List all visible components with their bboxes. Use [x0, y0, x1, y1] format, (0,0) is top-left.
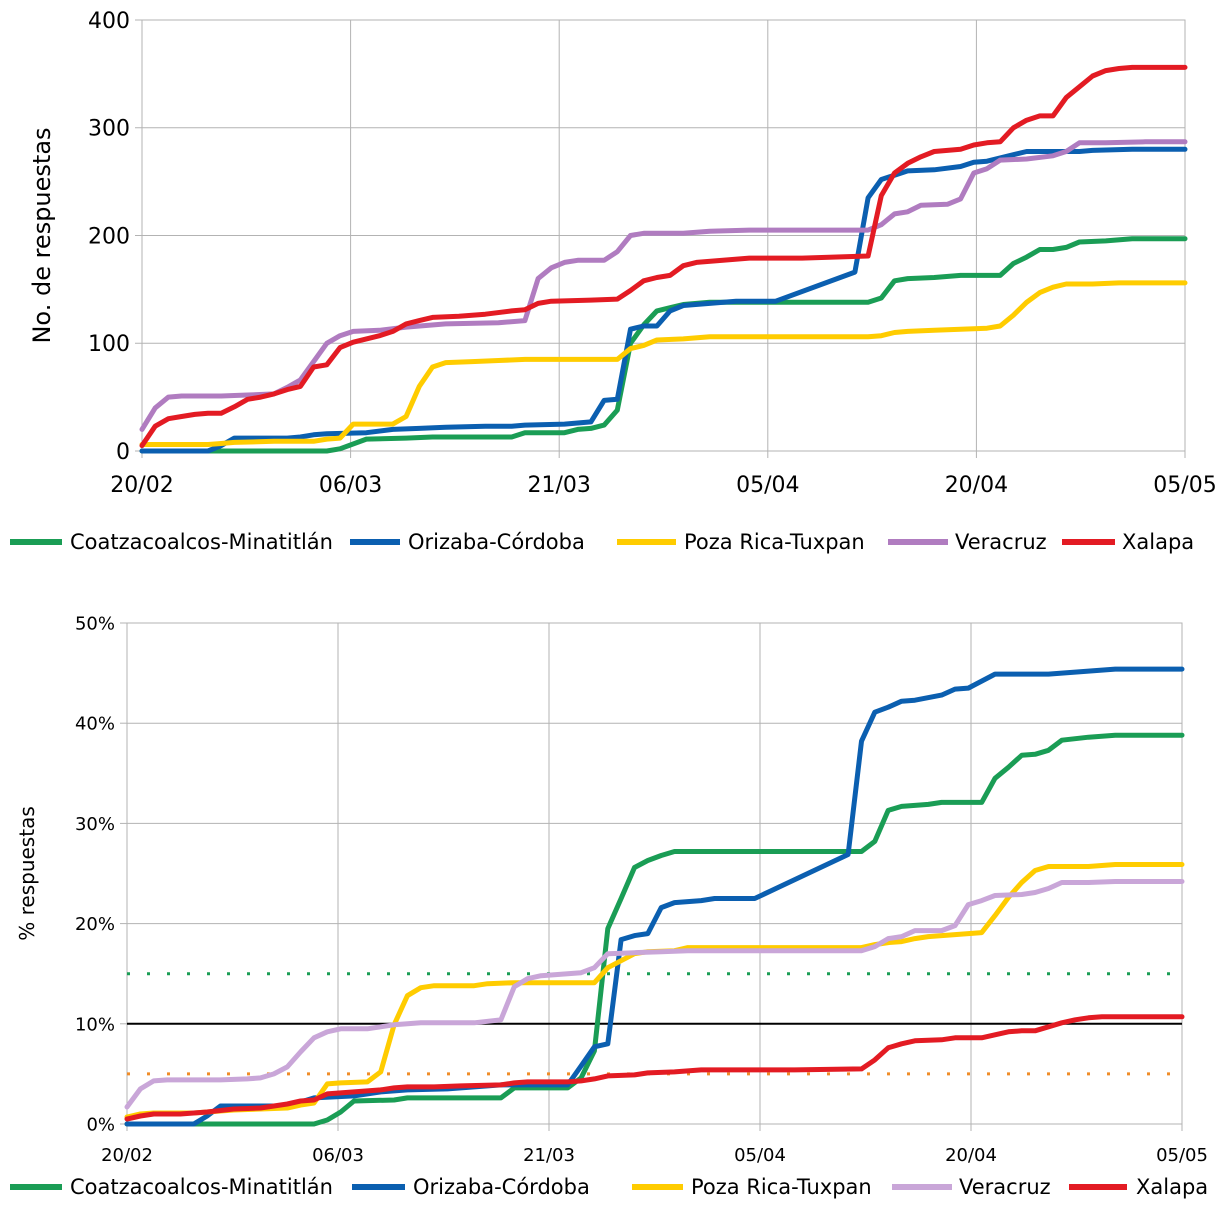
series-line-orizaba-c-rdoba [139, 146, 1188, 454]
x-tick-label: 20/02 [101, 1145, 153, 1166]
x-tick-label: 21/03 [523, 1145, 575, 1166]
x-tick-label: 20/04 [945, 1145, 997, 1166]
x-tick-label: 06/03 [312, 1145, 364, 1166]
series-line-coatzacoalcos-minatitl-n [124, 732, 1185, 1127]
y-tick-label: 40% [75, 714, 115, 735]
x-tick-label: 20/02 [110, 473, 173, 498]
y-tick-label: 20% [75, 914, 115, 935]
series-line-poza-rica-tuxpan [124, 862, 1185, 1120]
y-tick-label: 400 [88, 9, 130, 34]
y-tick-label: 0 [116, 440, 130, 465]
plot-area [141, 19, 1186, 452]
series-line-coatzacoalcos-minatitl-n [139, 236, 1188, 454]
legend: Coatzacoalcos-Minatitlán Orizaba-Córdoba P… [10, 530, 1194, 554]
legend-label: Poza Rica-Tuxpan [691, 1175, 872, 1199]
y-tick-label: 0% [86, 1114, 115, 1135]
y-tick-label: 100 [88, 332, 130, 357]
x-tick-label: 05/05 [1153, 473, 1216, 498]
plot-area [126, 622, 1183, 1125]
legend-label: Coatzacoalcos-Minatitlán [70, 530, 333, 554]
y-tick-label: 30% [75, 814, 115, 835]
series-line-poza-rica-tuxpan [139, 280, 1188, 447]
y-tick-label: 10% [75, 1014, 115, 1035]
y-tick-label: 200 [88, 224, 130, 249]
legend-label: Coatzacoalcos-Minatitlán [70, 1175, 333, 1199]
y-axis-label: No. de respuestas [28, 127, 56, 343]
x-tick-label: 05/05 [1156, 1145, 1208, 1166]
legend-label: Veracruz [955, 530, 1047, 554]
legend-label: Xalapa [1136, 1175, 1208, 1199]
y-tick-label: 50% [75, 613, 115, 634]
legend: Coatzacoalcos-Minatitlán Orizaba-Córdoba P… [10, 1175, 1208, 1199]
x-tick-label: 05/04 [734, 1145, 786, 1166]
legend-label: Orizaba-Córdoba [408, 530, 585, 554]
chart-1: 0 100 200 300 400 20/02 06/03 21/03 05/04 20/04 05… [10, 9, 1217, 554]
legend-label: Poza Rica-Tuxpan [684, 530, 865, 554]
series-line-xalapa [124, 1014, 1185, 1122]
x-tick-label: 06/03 [319, 473, 382, 498]
legend-label: Veracruz [959, 1175, 1051, 1199]
legend-label: Orizaba-Córdoba [413, 1175, 590, 1199]
y-tick-label: 300 [88, 117, 130, 142]
y-axis-label: % respuestas [15, 806, 39, 940]
x-tick-label: 20/04 [945, 473, 1008, 498]
series-line-veracruz [139, 139, 1188, 432]
chart-2: 0% 10% 20% 30% 40% 50% 20/02 06/03 21/03 05/04 20/… [10, 613, 1208, 1199]
legend-label: Xalapa [1122, 530, 1194, 554]
series-line-veracruz [124, 879, 1185, 1110]
x-tick-label: 21/03 [527, 473, 590, 498]
series-line-xalapa [139, 64, 1188, 449]
x-tick-label: 05/04 [736, 473, 799, 498]
series-line-orizaba-c-rdoba [124, 666, 1185, 1127]
